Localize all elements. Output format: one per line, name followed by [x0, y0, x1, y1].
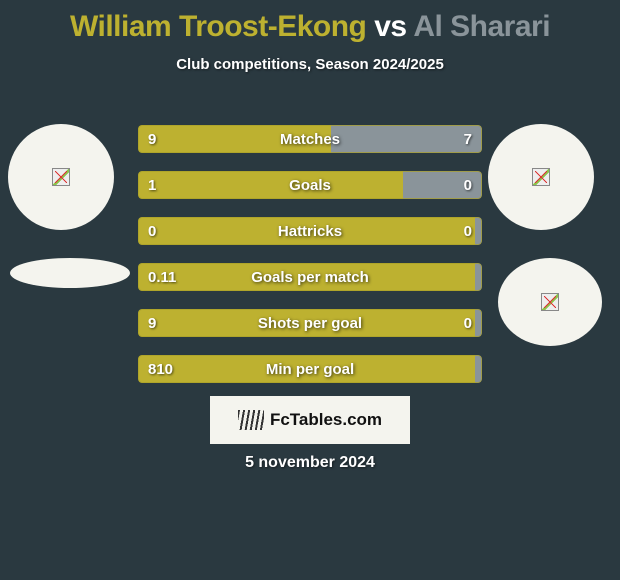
stat-row: 810Min per goal [138, 355, 482, 383]
stat-value-left: 1 [148, 171, 156, 199]
subtitle: Club competitions, Season 2024/2025 [0, 56, 620, 73]
vs-text: vs [366, 10, 413, 43]
brand-box: FcTables.com [210, 396, 410, 444]
stat-bar-right [475, 309, 482, 337]
stat-value-left: 0 [148, 217, 156, 245]
stat-row: 90Shots per goal [138, 309, 482, 337]
stat-value-right: 0 [464, 309, 472, 337]
broken-image-icon [532, 168, 550, 186]
brand-text: FcTables.com [270, 410, 382, 430]
stat-value-left: 810 [148, 355, 173, 383]
stat-value-right: 0 [464, 217, 472, 245]
stat-bar-right [475, 263, 482, 291]
player-a-photo-circle [8, 124, 114, 230]
stat-row: 0.11Goals per match [138, 263, 482, 291]
player-b-club-circle [498, 258, 602, 346]
stat-bar-right [475, 217, 482, 245]
stat-bar-left [138, 263, 475, 291]
stat-bar-left [138, 309, 475, 337]
stat-row: 10Goals [138, 171, 482, 199]
stat-bar-right [475, 355, 482, 383]
stat-bar-left [138, 355, 475, 383]
stat-value-left: 9 [148, 125, 156, 153]
player-a-club-ellipse [10, 258, 130, 288]
stat-row: 97Matches [138, 125, 482, 153]
stat-value-left: 0.11 [148, 263, 176, 291]
stat-bar-right [331, 125, 482, 153]
player-b-name: Al Sharari [413, 10, 550, 43]
stat-bar-left [138, 171, 403, 199]
stat-value-left: 9 [148, 309, 156, 337]
comparison-bars: 97Matches10Goals00Hattricks0.11Goals per… [138, 125, 482, 401]
player-b-photo-circle [488, 124, 594, 230]
stat-bar-left [138, 217, 475, 245]
brand-icon [238, 410, 264, 430]
date-text: 5 november 2024 [0, 454, 620, 472]
broken-image-icon [541, 293, 559, 311]
stat-value-right: 0 [464, 171, 472, 199]
player-a-name: William Troost-Ekong [70, 10, 366, 43]
stat-value-right: 7 [464, 125, 472, 153]
page-title: William Troost-Ekong vs Al Sharari [0, 0, 620, 44]
stat-bar-left [138, 125, 331, 153]
broken-image-icon [52, 168, 70, 186]
stat-row: 00Hattricks [138, 217, 482, 245]
